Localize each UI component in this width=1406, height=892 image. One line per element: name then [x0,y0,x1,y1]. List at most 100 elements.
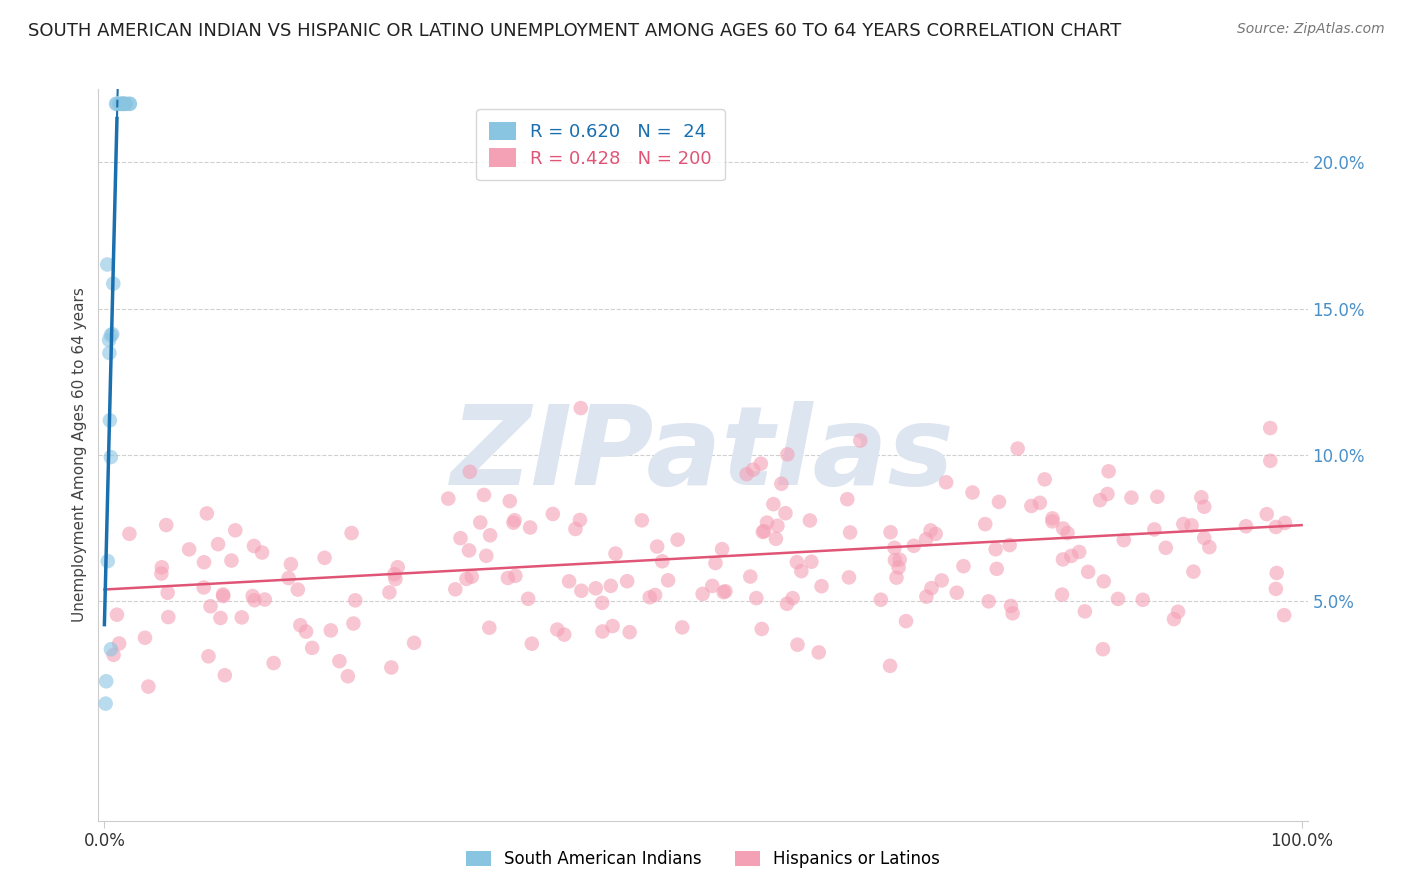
Point [295,624,318,639]
Point [1189,491,1212,505]
Point [915,590,938,604]
Point [1192,531,1215,545]
Point [1007,442,1029,456]
Point [666,533,689,547]
Point [479,528,502,542]
Point [287,582,309,597]
Point [1097,487,1119,501]
Point [935,475,957,490]
Point [209,611,232,625]
Point [638,591,661,605]
Point [886,571,908,585]
Point [1265,566,1288,580]
Point [920,524,942,538]
Point [766,518,789,533]
Point [404,636,426,650]
Point [98,346,121,360]
Point [711,542,734,557]
Point [98,333,121,347]
Point [380,660,402,674]
Point [883,553,905,567]
Point [461,569,484,583]
Point [1146,490,1168,504]
Point [692,587,714,601]
Point [1056,526,1078,541]
Point [1274,516,1296,530]
Legend: South American Indians, Hispanics or Latinos: South American Indians, Hispanics or Lat… [460,844,946,875]
Point [870,592,893,607]
Point [883,541,905,555]
Text: ZIPatlas: ZIPatlas [451,401,955,508]
Point [602,619,624,633]
Point [1052,521,1074,535]
Point [94,697,117,711]
Point [1092,574,1115,589]
Point [702,579,724,593]
Point [546,623,568,637]
Point [505,569,527,583]
Point [1264,520,1286,534]
Point [243,593,266,607]
Point [879,658,901,673]
Point [502,516,524,530]
Point [591,596,613,610]
Point [765,532,787,546]
Point [1258,421,1281,435]
Point [1192,500,1215,514]
Point [541,507,564,521]
Point [478,621,501,635]
Point [752,524,775,539]
Point [645,540,668,554]
Point [1256,507,1278,521]
Point [112,96,135,111]
Point [519,520,541,534]
Point [1029,496,1052,510]
Point [775,506,797,520]
Point [155,518,177,533]
Point [887,560,910,574]
Point [889,552,911,566]
Point [894,614,917,628]
Point [344,593,367,607]
Point [1069,545,1091,559]
Point [776,597,799,611]
Point [517,591,540,606]
Point [100,328,122,343]
Point [301,640,323,655]
Point [1264,582,1286,596]
Point [103,648,125,662]
Point [108,636,131,650]
Point [499,494,522,508]
Point [1132,592,1154,607]
Point [449,531,471,545]
Point [924,527,946,541]
Point [520,637,543,651]
Point [328,654,350,668]
Point [807,645,830,659]
Point [1121,491,1143,505]
Point [456,572,478,586]
Point [105,607,128,622]
Point [114,96,136,111]
Point [156,586,179,600]
Point [713,585,735,599]
Point [946,585,969,599]
Point [810,579,832,593]
Point [101,327,124,342]
Point [714,584,737,599]
Point [105,96,128,111]
Point [1042,511,1064,525]
Point [651,554,673,568]
Point [319,624,342,638]
Point [115,96,138,111]
Point [1258,454,1281,468]
Point [96,674,118,689]
Point [336,669,359,683]
Point [250,545,273,559]
Point [290,618,312,632]
Point [616,574,638,589]
Point [644,588,666,602]
Point [569,583,592,598]
Point [1154,541,1177,555]
Point [553,627,575,641]
